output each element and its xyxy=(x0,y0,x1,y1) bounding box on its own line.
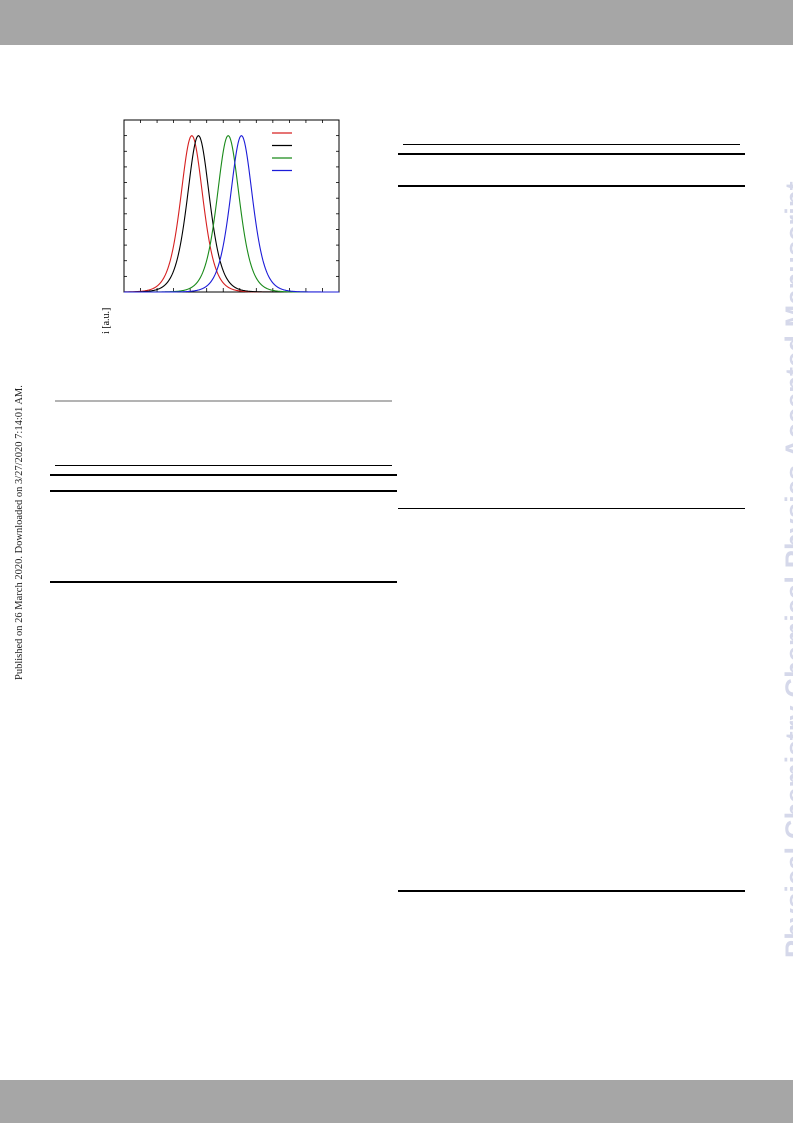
chart-series-line-1 xyxy=(123,135,339,293)
chart-series-line-3 xyxy=(124,135,339,293)
spectra-chart xyxy=(123,119,340,293)
left-table-top-thin-rule xyxy=(55,465,392,466)
right-table-header-rule xyxy=(398,185,745,187)
top-header-band xyxy=(0,0,793,45)
left-table-header-rule xyxy=(50,490,397,492)
left-table-bottom-rule xyxy=(50,581,397,583)
chart-series-line-2 xyxy=(124,135,339,293)
chart-plot-frame xyxy=(123,119,340,293)
spectra-figure: i [a.u.] xyxy=(95,112,355,334)
chart-series-line-4 xyxy=(124,135,339,293)
bottom-footer-band xyxy=(0,1080,793,1123)
right-table-middle-rule xyxy=(398,508,745,509)
right-table-top-thin-rule xyxy=(403,144,740,145)
left-table-top-rule xyxy=(50,474,397,476)
right-table-bottom-rule xyxy=(398,890,745,892)
chart-y-axis-label: i [a.u.] xyxy=(101,307,112,334)
accepted-manuscript-watermark: Physical Chemistry Chemical Physics Acce… xyxy=(780,181,793,958)
publication-side-note: Published on 26 March 2020. Downloaded o… xyxy=(14,385,25,680)
left-section-rule xyxy=(55,400,392,402)
right-table-top-rule xyxy=(398,153,745,155)
